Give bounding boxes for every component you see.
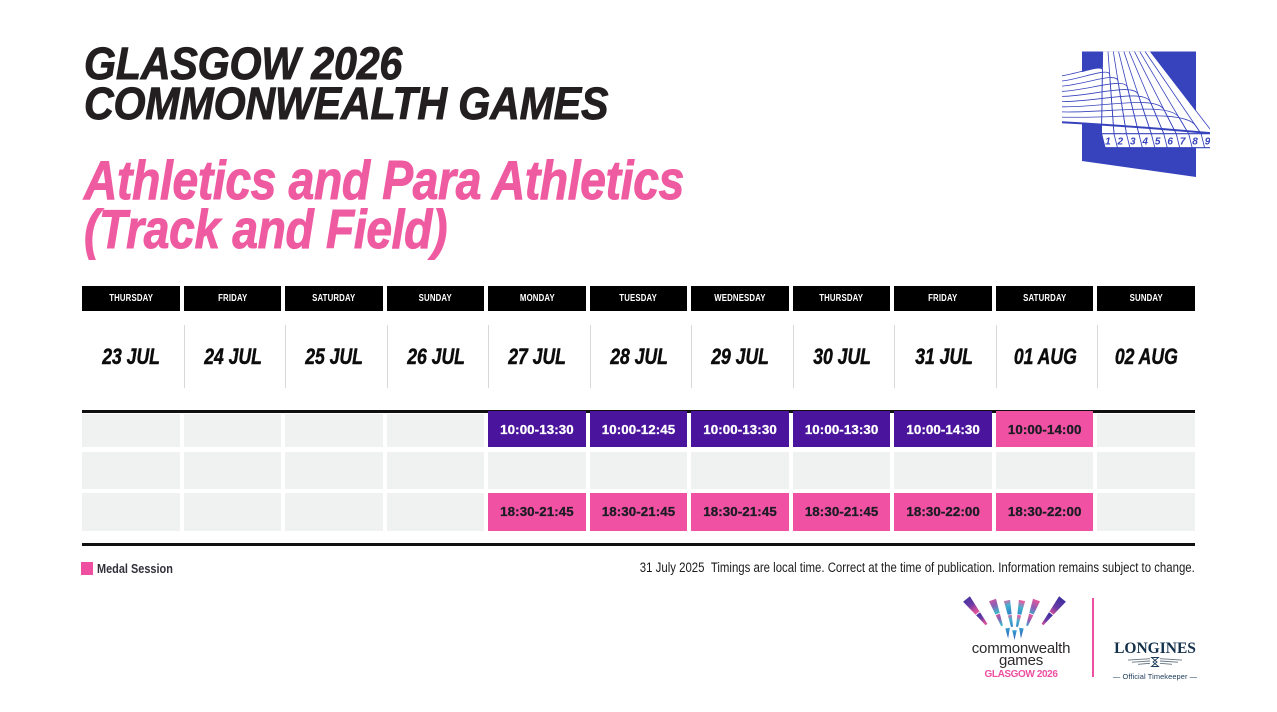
svg-text:1: 1 bbox=[1105, 136, 1111, 147]
svg-text:3: 3 bbox=[1130, 136, 1136, 147]
svg-text:5: 5 bbox=[1155, 136, 1161, 147]
svg-text:4: 4 bbox=[1141, 136, 1148, 147]
svg-text:7: 7 bbox=[1180, 136, 1186, 147]
svg-text:2: 2 bbox=[1117, 136, 1124, 147]
svg-text:6: 6 bbox=[1167, 136, 1173, 147]
svg-text:9: 9 bbox=[1205, 136, 1210, 147]
svg-text:8: 8 bbox=[1192, 136, 1198, 147]
